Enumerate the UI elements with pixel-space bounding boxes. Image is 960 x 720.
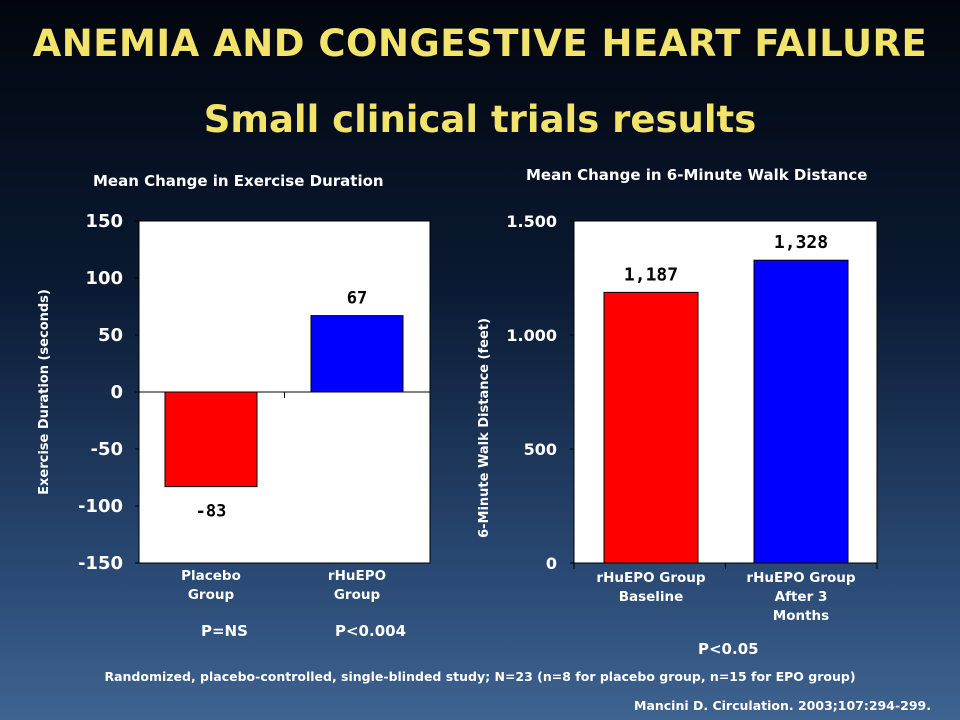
chart1-y-tick-label: 150 bbox=[85, 211, 123, 232]
chart1-p-value-placebo: P=NS bbox=[201, 622, 248, 640]
chart1-bar bbox=[310, 315, 404, 393]
chart2-x-tick-label: Baseline bbox=[619, 589, 684, 605]
chart1-p-value-epo: P<0.004 bbox=[335, 622, 407, 640]
study-footnote: Randomized, placebo-controlled, single-b… bbox=[104, 669, 856, 684]
chart1-y-tick-label: 50 bbox=[98, 325, 123, 346]
chart2-y-axis-label: 6-Minute Walk Distance (feet) bbox=[477, 318, 492, 538]
chart2-y-tick-label: 500 bbox=[524, 440, 557, 459]
chart2-p-value: P<0.05 bbox=[698, 640, 759, 658]
chart2-y-tick-label: 1.000 bbox=[506, 326, 557, 345]
chart1-x-tick-label: Group bbox=[334, 587, 381, 603]
chart1-y-tick-label: 0 bbox=[110, 382, 123, 403]
chart2-bar bbox=[603, 291, 699, 564]
citation: Mancini D. Circulation. 2003;107:294-299… bbox=[634, 698, 931, 713]
slide-title: ANEMIA AND CONGESTIVE HEART FAILURE bbox=[32, 22, 928, 65]
chart2-x-tick-label: rHuEPO Group bbox=[746, 570, 855, 586]
chart1-y-tick-label: -50 bbox=[90, 439, 123, 460]
slide-subtitle: Small clinical trials results bbox=[203, 98, 757, 141]
chart1-data-label: -83 bbox=[196, 502, 227, 522]
chart1-data-label: 67 bbox=[347, 289, 367, 309]
chart2-data-label: 1,328 bbox=[774, 232, 828, 253]
chart2-x-tick-label: After 3 bbox=[775, 589, 828, 605]
chart1-title: Mean Change in Exercise Duration bbox=[93, 172, 384, 190]
chart1-y-tick-label: -100 bbox=[78, 496, 123, 517]
chart2-x-tick-label: Months bbox=[773, 608, 829, 624]
chart2-y-tick-label: 0 bbox=[546, 554, 557, 573]
chart1-x-tick-label: rHuEPO bbox=[328, 568, 386, 584]
chart2-bar bbox=[753, 259, 849, 564]
chart1-x-tick-label: Placebo bbox=[181, 568, 241, 584]
chart1-y-axis-label: Exercise Duration (seconds) bbox=[37, 289, 52, 495]
chart2-y-tick-label: 1.500 bbox=[506, 212, 557, 231]
chart2-data-label: 1,187 bbox=[624, 264, 678, 285]
chart1-y-tick-label: 100 bbox=[85, 268, 123, 289]
chart2-x-tick-label: rHuEPO Group bbox=[596, 570, 705, 586]
chart1-x-tick-label: Group bbox=[188, 587, 235, 603]
chart1-bar bbox=[164, 391, 258, 488]
chart2-title: Mean Change in 6-Minute Walk Distance bbox=[526, 166, 868, 184]
chart1-y-tick-label: -150 bbox=[78, 553, 123, 574]
